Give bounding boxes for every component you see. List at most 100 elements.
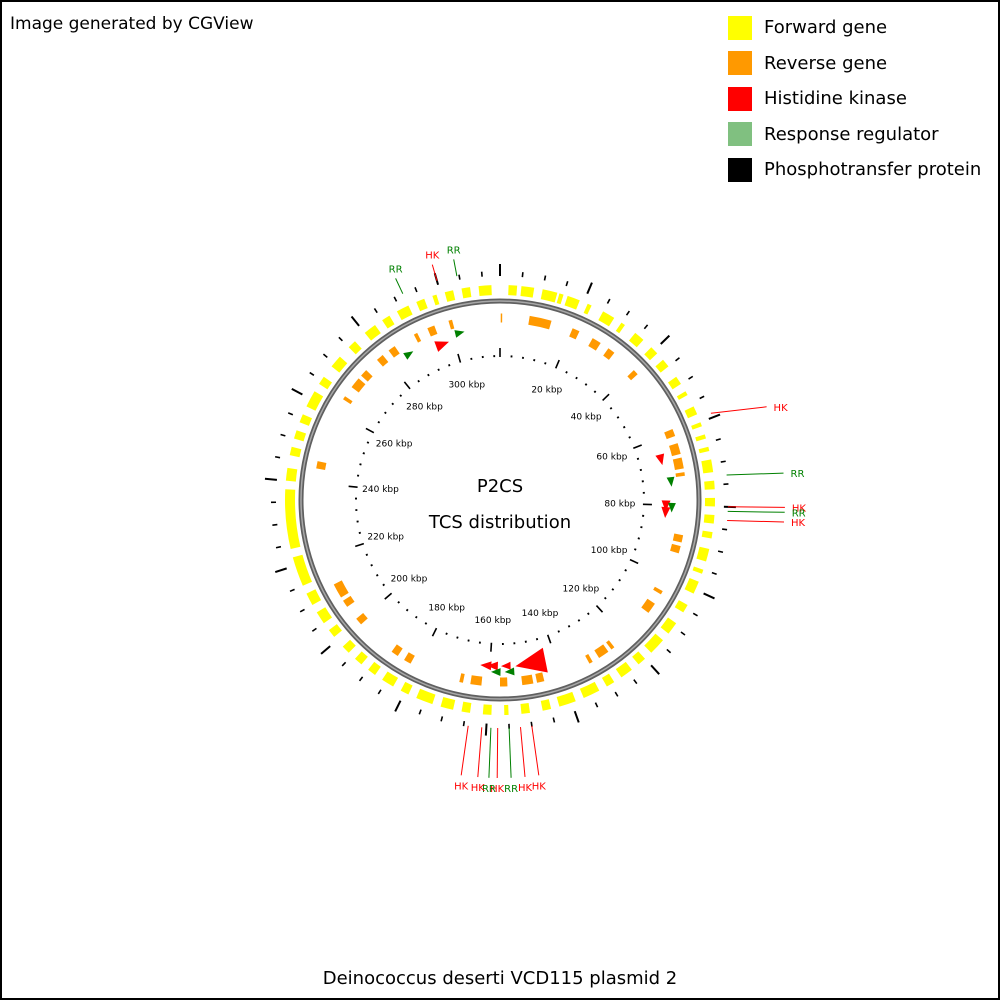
legend-item-reverse-gene: Reverse gene xyxy=(728,46,981,82)
reverse-gene-block xyxy=(356,613,368,625)
inner-tick xyxy=(593,390,597,394)
inner-tick xyxy=(535,637,539,641)
histidine-kinase-marker xyxy=(661,506,671,518)
reverse-gene-block xyxy=(653,586,663,595)
inner-tick xyxy=(362,452,366,455)
annotation-leader-line xyxy=(520,727,526,777)
outer-tick xyxy=(606,298,611,304)
forward-gene-block xyxy=(667,376,681,390)
forward-gene-block xyxy=(508,285,518,296)
outer-tick xyxy=(625,310,631,316)
hk-annotation-label: HK xyxy=(471,783,486,794)
inner-tick xyxy=(399,394,403,398)
forward-gene-block xyxy=(299,414,313,426)
rr-annotation-label: RR xyxy=(791,469,805,480)
forward-gene-block xyxy=(696,546,710,562)
backbone-ring-outer xyxy=(298,298,702,702)
hk-annotation-label: HK xyxy=(490,784,505,795)
inner-tick xyxy=(554,359,560,369)
outer-tick xyxy=(573,710,580,723)
annotation-leader-line xyxy=(431,264,438,282)
inner-tick xyxy=(595,605,604,613)
tcs-marker-track xyxy=(403,330,676,676)
outer-tick xyxy=(715,438,721,441)
inner-tick xyxy=(431,627,438,637)
forward-gene-block xyxy=(601,673,615,687)
forward-gene-block xyxy=(368,661,381,675)
tick-label: 20 kbp xyxy=(531,386,562,396)
legend: Forward gene Reverse gene Histidine kina… xyxy=(728,10,981,188)
outer-tick xyxy=(280,433,286,437)
histidine-kinase-marker xyxy=(515,647,548,673)
center-title: P2CS xyxy=(477,476,523,497)
outer-tick xyxy=(274,567,287,573)
tick-label: 240 kbp xyxy=(362,485,399,495)
legend-label: Phosphotransfer protein xyxy=(764,159,982,181)
inner-tick xyxy=(584,383,588,386)
forward-gene-block xyxy=(695,434,707,442)
outer-tick xyxy=(338,336,343,342)
reverse-gene-block xyxy=(343,595,355,607)
hk-annotation-label: HK xyxy=(532,781,547,792)
forward-gene-block xyxy=(319,376,333,390)
outer-tick xyxy=(484,723,488,736)
histidine-kinase-marker xyxy=(434,341,449,352)
outer-tick xyxy=(287,412,294,416)
inner-tick-ring xyxy=(348,348,652,652)
forward-gene-block xyxy=(615,661,632,678)
reverse-gene-block xyxy=(388,346,400,358)
outer-tick xyxy=(708,413,721,420)
forward-gene-block xyxy=(400,681,413,695)
inner-tick xyxy=(544,362,547,365)
hk-annotation-label: HK xyxy=(774,403,789,414)
tick-label: 80 kbp xyxy=(604,500,635,510)
reverse-gene-block xyxy=(376,355,389,367)
forward-gene-block xyxy=(382,315,395,329)
reverse-gene-block xyxy=(521,674,534,686)
forward-gene-block xyxy=(632,651,646,665)
reverse-gene-block xyxy=(670,543,681,554)
hk-annotation-label: HK xyxy=(792,503,807,514)
annotation-leader-line xyxy=(395,278,404,294)
rr-annotation-label: RR xyxy=(389,264,403,275)
forward-gene-block xyxy=(478,285,492,297)
inner-tick xyxy=(602,393,610,401)
inner-tick xyxy=(366,441,370,444)
inner-tick xyxy=(629,558,639,565)
inner-tick xyxy=(609,406,613,410)
reverse-gene-block xyxy=(675,472,685,477)
tick-label-ring: 20 kbp 40 kbp 60 kbp 80 kbp 100 kbp 120 kbp 14… xyxy=(362,381,636,626)
response-regulator-marker xyxy=(666,476,675,487)
rr-annotation-label: RR xyxy=(447,245,461,256)
forward-gene-block xyxy=(444,290,456,302)
reverse-gene-block xyxy=(627,370,638,381)
hk-annotation-label: HK xyxy=(425,251,440,262)
legend-item-response-regulator: Response regulator xyxy=(728,117,981,153)
forward-gene-block xyxy=(316,607,333,624)
forward-gene-block xyxy=(692,566,704,574)
reverse-gene-block xyxy=(470,675,483,686)
forward-gene-block xyxy=(684,406,698,419)
reverse-gene-block xyxy=(606,640,615,650)
forward-gene-block xyxy=(598,311,615,327)
inner-tick xyxy=(365,427,375,434)
tick-label: 60 kbp xyxy=(596,453,627,463)
forward-gene-block xyxy=(556,691,576,707)
outer-tick xyxy=(414,287,418,293)
forward-gene-block xyxy=(684,577,699,594)
tick-label: 140 kbp xyxy=(522,609,559,619)
inner-tick xyxy=(456,636,459,639)
inner-tick xyxy=(417,379,420,383)
outer-tick xyxy=(666,648,672,654)
inner-tick xyxy=(397,600,401,604)
forward-gene-block xyxy=(331,356,348,373)
reverse-gene-block xyxy=(351,378,366,393)
forward-gene-block xyxy=(520,702,531,714)
inner-tick xyxy=(603,596,607,600)
response-regulator-swatch xyxy=(728,122,752,147)
inner-tick xyxy=(355,542,365,548)
outer-tick xyxy=(699,395,705,400)
inner-tick xyxy=(616,416,620,419)
forward-gene-block xyxy=(579,681,600,699)
